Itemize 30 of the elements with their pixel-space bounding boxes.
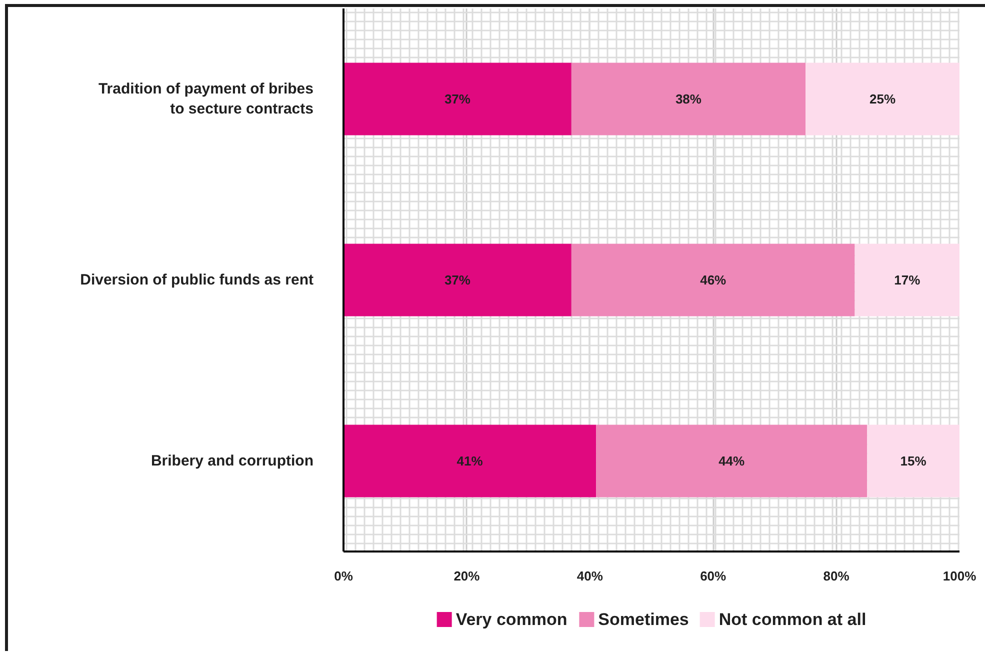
- x-tick-label: 60%: [700, 568, 727, 584]
- bar: [806, 62, 960, 136]
- data-label: 17%: [894, 272, 921, 288]
- data-label: 37%: [444, 92, 471, 106]
- bar: [571, 62, 806, 136]
- bar: [344, 424, 596, 498]
- y-tick-label: Tradition of payment of bribes to secture contracts: [98, 80, 314, 118]
- legend-label: Sometimes: [598, 610, 689, 629]
- data-label: 15%: [900, 454, 927, 468]
- data-label: 46%: [700, 272, 727, 288]
- x-tick-label: 80%: [823, 568, 850, 584]
- y-tick-label: Bribery and corruption: [150, 452, 314, 470]
- x-tick-label: 40%: [576, 568, 604, 584]
- bar: [344, 62, 572, 136]
- bar: [344, 244, 572, 316]
- bar: [854, 244, 960, 316]
- legend-label: Very common: [456, 610, 568, 629]
- x-tick-label: 20%: [454, 568, 480, 584]
- x-tick-label: 0%: [334, 568, 354, 584]
- data-label: 41%: [456, 454, 484, 468]
- y-tick-label: Diversion of public funds as rent: [80, 272, 314, 288]
- bar: [596, 424, 868, 498]
- data-label: 25%: [869, 92, 896, 106]
- data-label: 37%: [444, 272, 471, 288]
- bar: [571, 244, 855, 316]
- legend-label: Not common at all: [718, 610, 866, 629]
- bar: [867, 424, 960, 498]
- x-tick-label: 100%: [942, 568, 977, 584]
- data-label: 44%: [718, 454, 746, 468]
- data-label: 38%: [675, 92, 702, 106]
